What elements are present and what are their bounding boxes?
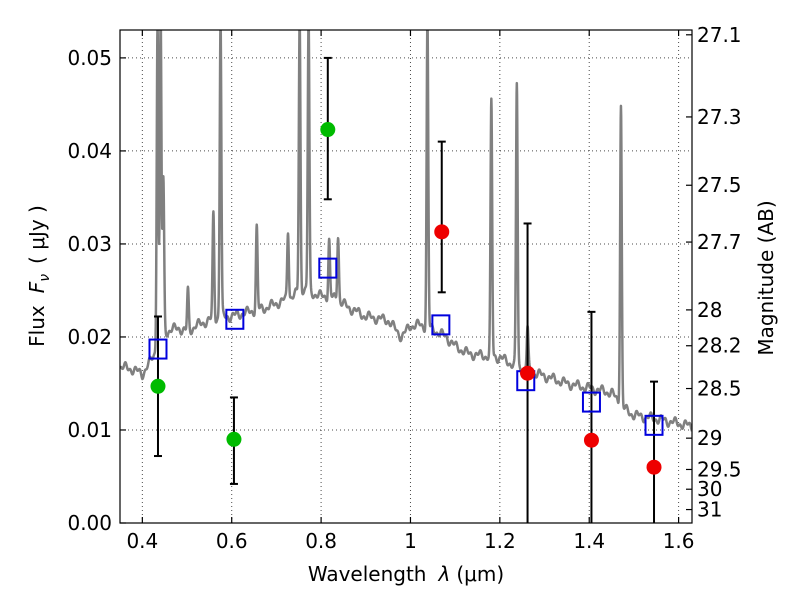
model-square <box>225 308 245 330</box>
model-square <box>431 314 451 336</box>
y2-tick-label: 29 <box>697 426 722 450</box>
model-square <box>318 257 338 279</box>
spectrum-line <box>120 30 692 432</box>
y-tick-label: 0.04 <box>67 139 112 163</box>
y2-tick-label: 28.2 <box>697 334 742 358</box>
y2-axis-title: Magnitude (AB) <box>754 200 778 355</box>
y2-tick-label: 27.1 <box>697 23 742 47</box>
y2-tick-label: 27.7 <box>697 230 742 254</box>
x-axis-title: Wavelength λ (μm) <box>308 562 504 586</box>
y2-tick-label: 27.3 <box>697 105 742 129</box>
detection-point <box>320 122 336 138</box>
y-tick-label: 0.03 <box>67 232 112 256</box>
x-tick-label: 1.6 <box>663 529 695 553</box>
y2-tick-label: 27.5 <box>697 173 742 197</box>
y2-tick-label: 31 <box>697 498 722 522</box>
detection-point <box>150 378 166 394</box>
x-tick-label: 1 <box>404 529 417 553</box>
grid-layer <box>120 30 692 524</box>
detection-point <box>226 431 242 447</box>
x-tick-label: 1.4 <box>573 529 605 553</box>
upper-limit-point <box>583 432 599 448</box>
y-tick-label: 0.00 <box>67 511 112 535</box>
y-tick-label: 0.05 <box>67 46 112 70</box>
model-square <box>148 338 168 360</box>
y2-tick-label: 29.5 <box>697 457 742 481</box>
upper-limit-point <box>646 459 662 475</box>
x-tick-label: 1.2 <box>484 529 516 553</box>
x-tick-label: 0.8 <box>305 529 337 553</box>
ticks-layer: 0.4 0.6 0.8 1 1.2 1.4 1.6 0.00 0.01 0.02 0.03 0.04 0… <box>67 23 741 553</box>
x-tick-label: 0.4 <box>126 529 158 553</box>
spectrum-layer <box>120 30 692 432</box>
upper-limit-point <box>434 224 450 240</box>
plot-frame <box>119 29 693 524</box>
y2-tick-label: 28.5 <box>697 377 742 401</box>
y-tick-label: 0.02 <box>67 325 112 349</box>
model-square <box>581 391 601 413</box>
y-tick-label: 0.01 <box>67 418 112 442</box>
y2-tick-label: 28 <box>697 298 722 322</box>
upper-limit-point <box>520 365 536 381</box>
points-layer <box>148 56 664 523</box>
model-square <box>644 414 664 436</box>
y2-tick-label: 30 <box>697 477 722 501</box>
y-axis-title: FluxFν( μJy ) <box>25 205 53 347</box>
x-tick-label: 0.6 <box>216 529 248 553</box>
